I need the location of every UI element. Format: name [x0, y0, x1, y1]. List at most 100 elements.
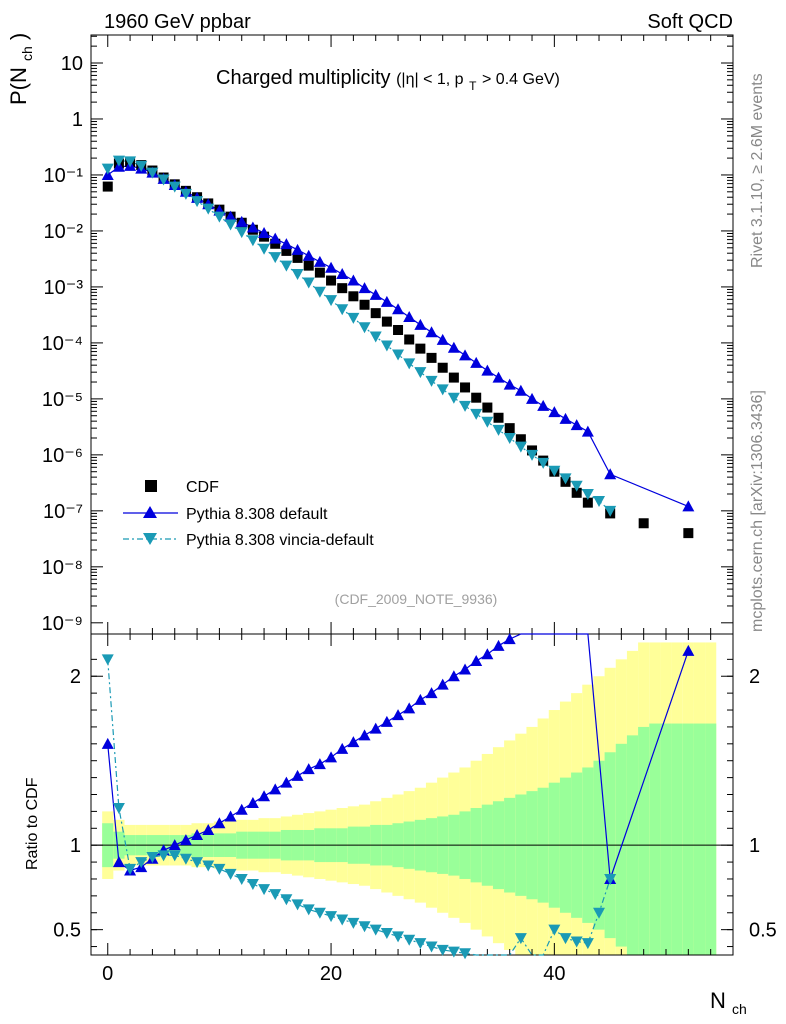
ratio-vincia-point: [369, 924, 382, 936]
series-line-default: [107, 165, 689, 507]
vincia-point: [179, 188, 192, 200]
vincia-point: [124, 156, 137, 168]
ratio-vincia-point: [179, 853, 192, 865]
default-point: [526, 392, 539, 404]
ratio-default-point: [682, 644, 695, 656]
legend-item-default: Pythia 8.308 default: [123, 506, 328, 523]
ratio-vincia-point: [291, 899, 304, 911]
svg-text:Rivet 3.1.10, ≥ 2.6M events: Rivet 3.1.10, ≥ 2.6M events: [749, 73, 766, 268]
cdf-point: [370, 308, 381, 319]
ratio-vincia-point: [280, 894, 293, 906]
x-tick-label: 0: [102, 963, 113, 985]
ratio-default-point: [403, 702, 416, 714]
main-panel-series: [101, 155, 695, 539]
band-inner: [705, 723, 717, 955]
ratio-vincia-point: [559, 933, 572, 945]
vincia-point: [347, 312, 360, 324]
default-point: [224, 210, 237, 222]
cdf-point: [337, 283, 348, 294]
y-tick-label-ratio: 1: [70, 835, 81, 857]
ratio-vincia-point: [414, 938, 427, 950]
cdf-point: [359, 299, 370, 310]
ratio-vincia-point: [146, 852, 159, 864]
cdf-point: [683, 528, 694, 539]
y-tick-label-main: 10: [61, 53, 83, 75]
side-text-bottom: mcplots.cern.ch [arXiv:1306.3436]: [749, 390, 766, 632]
vincia-point: [380, 340, 393, 352]
cdf-point: [515, 434, 526, 445]
chart-title-sub-subscript: T: [469, 79, 477, 93]
ratio-vincia-point: [202, 860, 215, 872]
vincia-point: [313, 286, 326, 298]
default-point: [581, 425, 594, 437]
header-right: Soft QCD: [647, 11, 733, 33]
ratio-vincia-point: [447, 946, 460, 958]
ratio-default-point: [112, 856, 125, 868]
ratio-default-point: [213, 817, 226, 829]
ratio-panel-series: [101, 633, 695, 960]
default-point: [347, 274, 360, 286]
y-tick-label-main: 10⁻⁵: [42, 389, 83, 411]
vincia-point: [548, 465, 561, 477]
vincia-point: [369, 331, 382, 343]
vincia-point: [112, 155, 125, 167]
vincia-point: [514, 441, 527, 453]
default-point: [682, 500, 695, 512]
vincia-point: [425, 375, 438, 387]
cdf-point: [571, 487, 582, 498]
y-tick-label-main: 10⁻⁴: [42, 333, 83, 355]
band-inner: [638, 726, 650, 955]
y-tick-label-main: 10⁻⁷: [43, 501, 83, 523]
legend-label-default: Pythia 8.308 default: [186, 506, 328, 523]
cdf-point: [426, 352, 437, 363]
legend: CDF Pythia 8.308 default Pythia 8.308 vi…: [123, 479, 374, 549]
cdf-point: [404, 334, 415, 345]
ratio-default-point: [325, 751, 338, 763]
ratio-default-point: [392, 709, 405, 721]
y-tick-label-ratio-right: 2: [749, 666, 760, 688]
chart-title-sub-suffix: > 0.4 GeV): [482, 71, 560, 88]
ratio-y-axis-label: Ratio to CDF: [24, 777, 41, 870]
default-point: [436, 333, 449, 345]
header-left: 1960 GeV ppbar: [104, 11, 251, 33]
ratio-vincia-point: [258, 884, 271, 896]
ratio-default-point: [369, 722, 382, 734]
ratio-default-point: [224, 810, 237, 822]
uncertainty-bands: [102, 642, 717, 955]
ratio-vincia-point: [213, 863, 226, 875]
legend-marker-default: [143, 506, 157, 518]
cdf-point: [460, 382, 471, 393]
default-point: [514, 384, 527, 396]
cdf-point: [638, 518, 649, 529]
vincia-point: [269, 252, 282, 264]
default-point: [280, 238, 293, 250]
default-point: [548, 406, 561, 418]
default-point: [369, 288, 382, 300]
x-tick-label: 20: [320, 963, 342, 985]
cdf-point: [482, 402, 493, 413]
ratio-vincia-point: [124, 863, 137, 875]
ratio-default-point: [436, 678, 449, 690]
svg-text:mcplots.cern.ch [arXiv:1306.34: mcplots.cern.ch [arXiv:1306.3436]: [749, 390, 766, 632]
ratio-default-point: [302, 763, 315, 775]
x-tick-label: 40: [543, 963, 565, 985]
cdf-point: [326, 275, 337, 286]
default-point: [459, 349, 472, 361]
vincia-point: [481, 416, 494, 428]
vincia-point: [459, 400, 472, 412]
default-point: [537, 399, 550, 411]
vincia-point: [447, 392, 460, 404]
ratio-vincia-point: [168, 850, 181, 862]
vincia-point: [392, 349, 405, 361]
default-point: [258, 226, 271, 238]
ratio-vincia-point: [313, 907, 326, 919]
ratio-vincia-point: [101, 654, 114, 666]
band-inner: [671, 723, 683, 955]
y-tick-label-main: 10⁻⁸: [42, 557, 83, 579]
x-axis-label-sub: ch: [732, 1001, 747, 1017]
default-point: [380, 295, 393, 307]
vincia-point: [246, 235, 259, 247]
ratio-vincia-point: [135, 857, 148, 869]
analysis-note: (CDF_2009_NOTE_9936): [335, 591, 498, 607]
default-point: [559, 412, 572, 424]
